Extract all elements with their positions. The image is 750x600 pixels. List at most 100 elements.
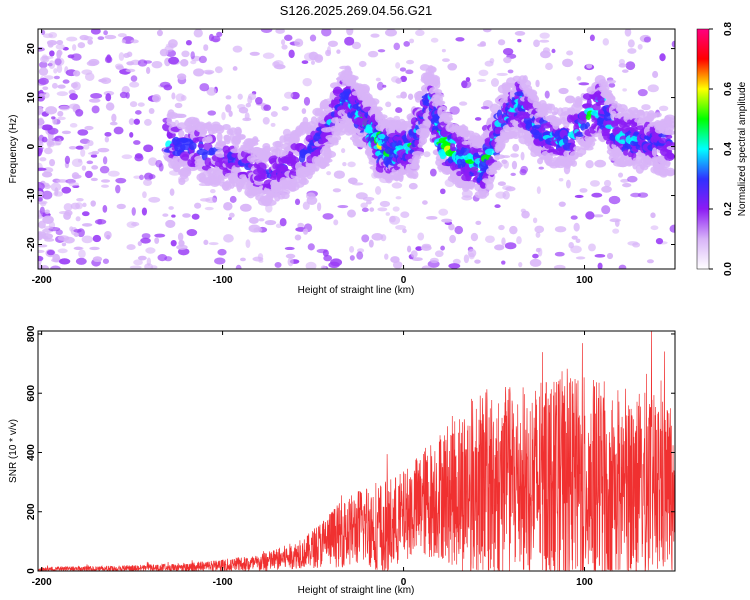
noise-blob — [306, 196, 318, 205]
noise-blob — [395, 62, 401, 69]
noise-blob — [270, 111, 278, 117]
noise-blob — [494, 204, 501, 209]
noise-blob — [483, 29, 492, 33]
noise-blob — [534, 225, 545, 234]
noise-blob — [182, 213, 191, 218]
noise-blob — [103, 230, 112, 240]
ridge-blob — [197, 143, 205, 148]
noise-blob — [148, 157, 158, 166]
noise-blob — [591, 192, 603, 198]
noise-blob — [137, 102, 145, 107]
noise-blob — [146, 257, 152, 266]
noise-blob — [589, 180, 600, 187]
noise-blob — [84, 125, 94, 131]
noise-blob — [39, 201, 47, 207]
noise-blob — [38, 249, 45, 253]
ridge-blob — [205, 135, 213, 143]
noise-blob — [395, 224, 407, 230]
noise-blob — [143, 118, 152, 126]
noise-blob — [46, 39, 58, 46]
noise-blob — [316, 248, 328, 254]
ridge-blob — [233, 144, 240, 149]
noise-blob — [465, 77, 471, 82]
noise-blob — [75, 108, 84, 117]
x-tick-label: 100 — [576, 577, 593, 588]
x-tick-label: -100 — [213, 577, 233, 588]
noise-blob — [39, 93, 44, 97]
noise-blob — [551, 48, 556, 54]
noise-blob — [42, 33, 54, 39]
noise-blob — [101, 184, 109, 188]
noise-blob — [77, 158, 83, 163]
noise-blob — [81, 211, 90, 217]
noise-blob — [57, 235, 70, 241]
noise-blob — [102, 205, 108, 213]
noise-blob — [518, 262, 523, 268]
ridge-blob — [216, 124, 224, 131]
noise-blob — [646, 259, 654, 264]
noise-blob — [242, 117, 252, 122]
noise-blob — [393, 42, 401, 51]
noise-blob — [347, 161, 356, 168]
ridge-blob — [638, 117, 645, 123]
noise-blob — [105, 93, 112, 102]
noise-blob — [461, 80, 472, 89]
noise-blob — [594, 254, 606, 258]
snr-y-ticks: 0 200 400 600 800 — [26, 325, 675, 574]
noise-blob — [536, 186, 541, 194]
noise-blob — [384, 253, 389, 260]
noise-blob — [171, 92, 176, 100]
noise-blob — [148, 107, 155, 114]
ridge-blob — [188, 141, 197, 151]
noise-blob — [467, 248, 477, 258]
noise-blob — [532, 253, 539, 259]
noise-blob — [193, 68, 205, 77]
ridge-blob — [469, 182, 475, 190]
noise-blob — [137, 241, 142, 247]
noise-blob — [449, 234, 456, 244]
noise-blob — [301, 60, 309, 64]
noise-blob — [57, 248, 68, 254]
noise-blob — [134, 154, 144, 162]
noise-blob — [43, 147, 53, 155]
noise-blob — [221, 111, 226, 121]
noise-blob — [61, 186, 72, 194]
noise-blob — [479, 41, 486, 47]
noise-blob — [202, 69, 215, 75]
noise-blob — [169, 188, 175, 196]
noise-blob — [558, 201, 566, 207]
noise-blob — [145, 66, 151, 75]
noise-blob — [144, 263, 154, 269]
noise-blob — [72, 174, 82, 179]
noise-blob — [142, 191, 147, 199]
noise-blob — [402, 228, 407, 234]
spectrogram-y-label: Frequency (Hz) — [8, 115, 19, 184]
noise-blob — [141, 207, 148, 216]
noise-blob — [307, 243, 315, 251]
noise-blob — [502, 190, 510, 200]
noise-blob — [622, 182, 632, 188]
noise-blob — [80, 148, 86, 157]
noise-blob — [618, 63, 627, 68]
ridge-blob — [411, 150, 424, 157]
noise-blob — [589, 34, 595, 42]
noise-blob — [84, 170, 93, 179]
noise-blob — [154, 233, 166, 238]
noise-blob — [476, 78, 487, 83]
ridge-blob — [665, 134, 673, 139]
noise-blob — [608, 82, 616, 88]
noise-blob — [627, 39, 635, 48]
noise-blob — [627, 48, 637, 54]
y-tick-label: -20 — [26, 237, 37, 252]
noise-blob — [361, 234, 370, 243]
noise-blob — [121, 154, 133, 160]
noise-blob — [177, 248, 190, 256]
noise-blob — [297, 222, 305, 229]
noise-blob — [151, 60, 163, 69]
noise-blob — [426, 215, 438, 220]
noise-blob — [225, 95, 232, 100]
ridge-blob — [264, 145, 271, 153]
noise-blob — [553, 264, 566, 269]
ridge-blob — [617, 104, 628, 113]
